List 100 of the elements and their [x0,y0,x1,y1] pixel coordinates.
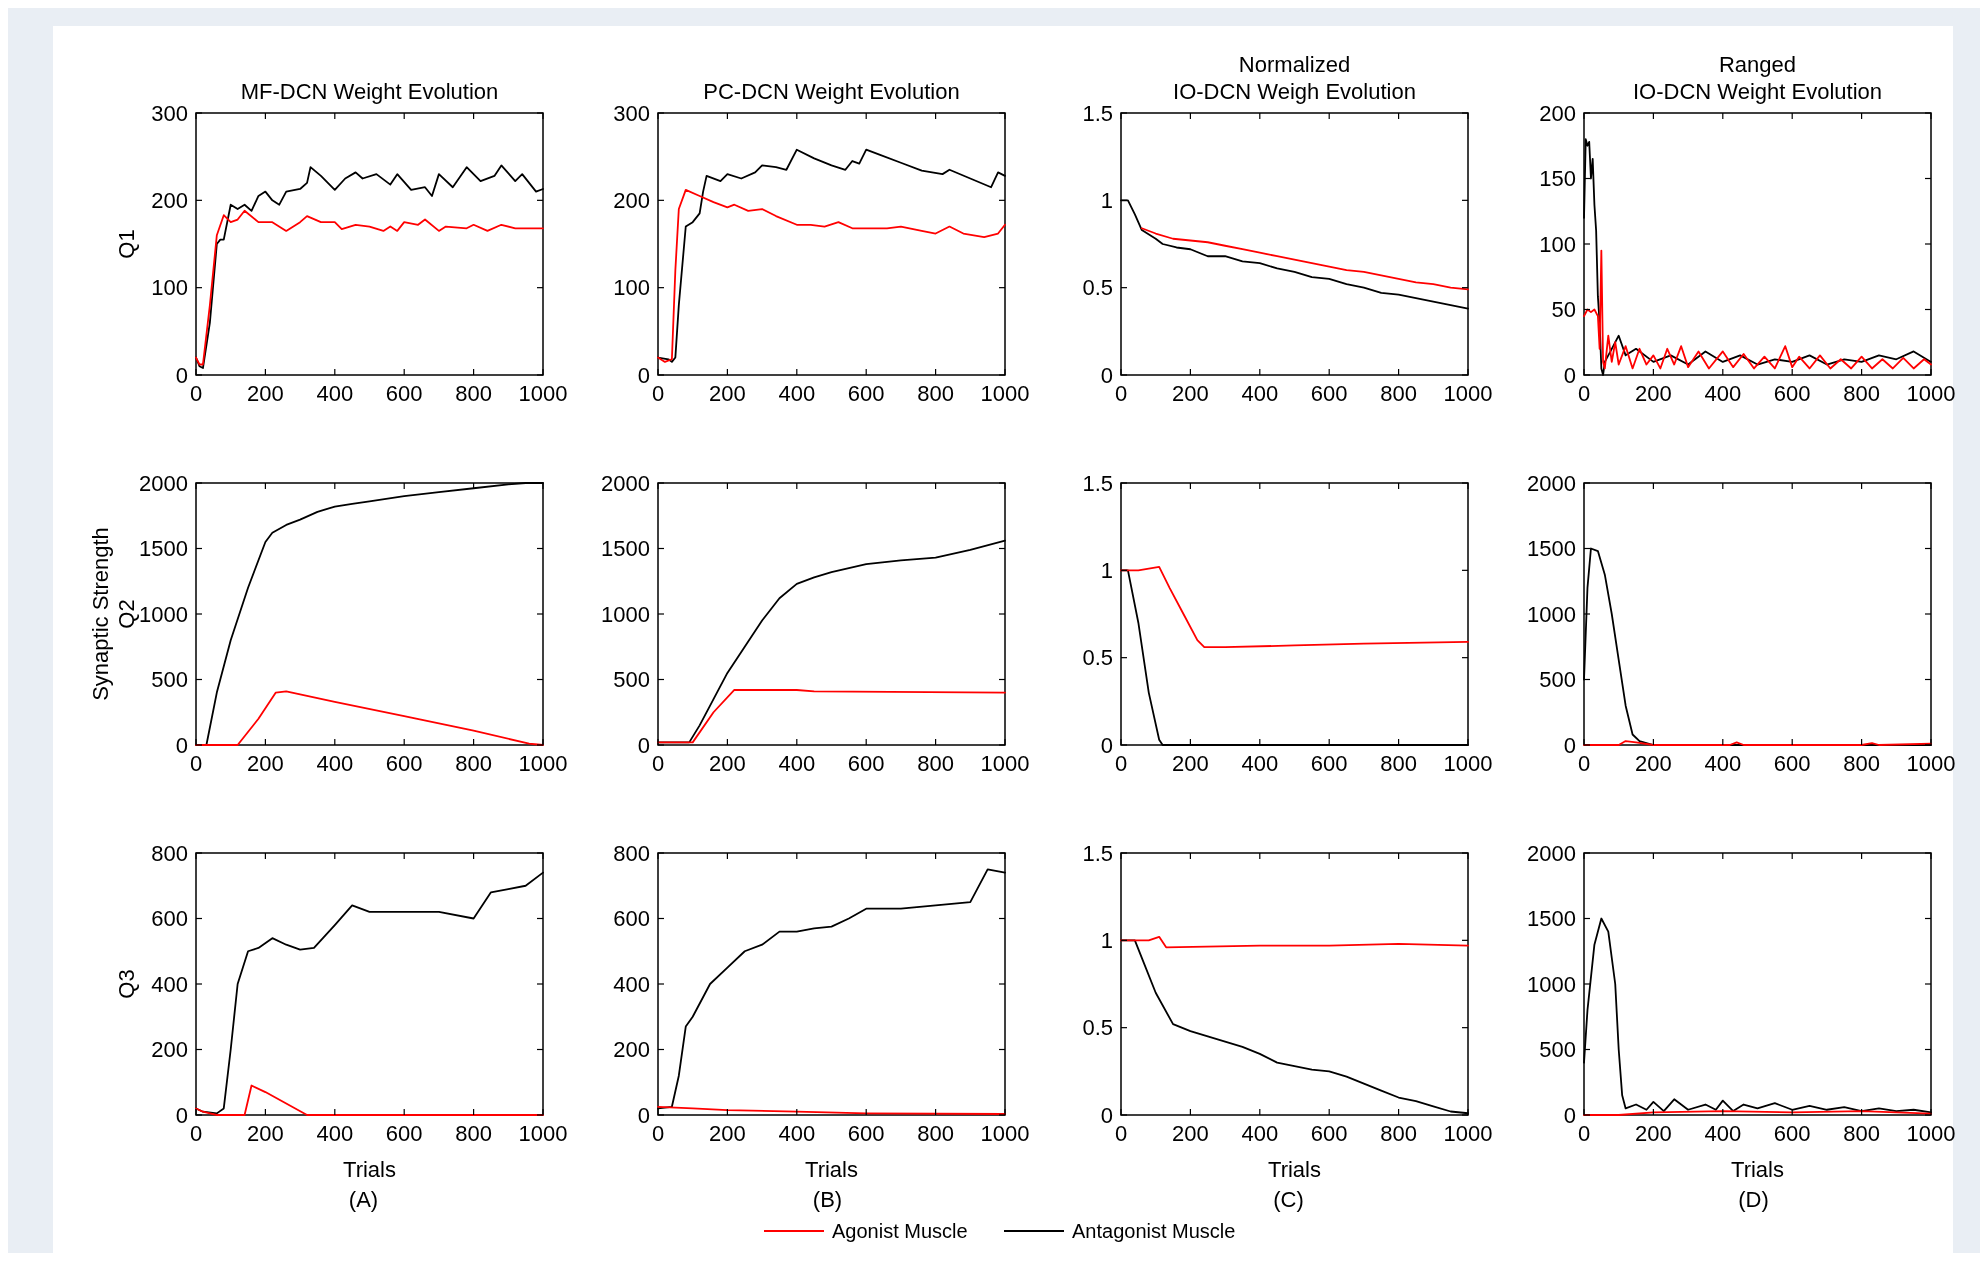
x-tick-label: 200 [1172,1121,1209,1146]
line-series [657,188,1006,363]
y-tick-label: 0 [1563,362,1576,388]
x-tick-label: 400 [316,381,354,406]
x-tick-label: 600 [1773,381,1811,406]
x-tick-label: 600 [1773,1121,1811,1146]
y-tick-label: 0 [1100,732,1113,758]
x-tick-label: 1000 [1443,381,1493,406]
x-tick-label: 1000 [1443,751,1493,776]
x-tick-label: 200 [709,381,746,406]
y-tick-label: 500 [613,667,650,693]
x-tick-label: 400 [1704,1121,1742,1146]
y-tick-label: 0 [175,362,188,388]
y-tick-label: 200 [151,1037,188,1063]
text: (A) [348,1187,379,1212]
x-tick-label: 800 [1380,1121,1417,1146]
y-tick-label: 1.5 [1082,840,1113,866]
x-tick-label: 1000 [980,381,1030,406]
x-tick-label: 200 [709,751,746,776]
line-series [1583,249,1932,370]
y-tick-label: 600 [613,906,650,932]
x-tick-label: 1000 [518,1121,568,1146]
x-tick-label: 200 [247,381,284,406]
y-tick-label: 1000 [139,601,188,627]
y-tick-label: 300 [613,100,650,126]
x-tick-label: 200 [1172,381,1209,406]
line-series [195,1084,544,1116]
y-tick-label: 2000 [139,470,188,496]
x-tick-label: 600 [1310,751,1348,776]
x-tick-label: 1000 [1906,381,1956,406]
x-tick-label: 200 [1172,751,1209,776]
y-tick-label: 1.5 [1082,100,1113,126]
x-tick-label: 1000 [518,751,568,776]
y-tick-label: 600 [151,906,188,932]
x-tick-label: 200 [1635,1121,1672,1146]
x-tick-label: 600 [1310,1121,1348,1146]
x-tick-label: 1000 [1906,1121,1956,1146]
x-tick-label: 1000 [980,1121,1030,1146]
x-tick-label: 400 [1704,751,1742,776]
text: (D) [1738,1187,1769,1212]
x-tick-label: 400 [778,1121,816,1146]
line-series [657,689,1006,744]
y-tick-label: 1 [1100,928,1113,954]
line-series [1140,227,1469,291]
x-tick-label: 600 [385,381,423,406]
x-tick-label: 1000 [1443,1121,1493,1146]
x-tick-label: 800 [1380,381,1417,406]
y-tick-label: 1.5 [1082,470,1113,496]
y-tick-label: 1500 [139,536,188,562]
x-tick-label: 1000 [980,751,1030,776]
x-tick-label: 600 [1773,751,1811,776]
x-tick-label: 800 [455,381,492,406]
y-tick-label: 1000 [601,601,650,627]
x-tick-label: 200 [1635,751,1672,776]
y-tick-label: 0 [175,1102,188,1128]
y-axis-title: Q1 [114,229,139,259]
x-tick-label: 400 [778,381,816,406]
x-tick-label: 800 [917,381,954,406]
line-series [195,209,544,366]
line-series [1120,935,1469,949]
chart-title: PC-DCN Weight Evolution [703,79,960,104]
y-tick-label: 500 [1539,1037,1576,1063]
chart-title: Normalized IO-DCN Weigh Evolution [1173,52,1416,104]
y-tick-label: 100 [613,275,650,301]
y-tick-label: 0 [1563,732,1576,758]
x-tick-label: 800 [917,1121,954,1146]
y-tick-label: 1500 [1527,906,1576,932]
x-tick-label: 600 [385,1121,423,1146]
x-tick-label: 800 [917,751,954,776]
y-tick-label: 0 [1100,362,1113,388]
x-tick-label: 800 [1843,751,1880,776]
y-tick-label: 0.5 [1082,645,1113,671]
y-tick-label: 0 [1100,1102,1113,1128]
x-tick-label: 800 [1843,1121,1880,1146]
x-tick-label: 1000 [1906,751,1956,776]
y-tick-label: 1500 [1527,536,1576,562]
y-tick-label: 1000 [1527,601,1576,627]
x-tick-label: 400 [778,751,816,776]
y-tick-label: 200 [613,188,650,214]
x-tick-label: 600 [385,751,423,776]
x-tick-label: 800 [1380,751,1417,776]
x-tick-label: 600 [847,1121,885,1146]
x-axis-title: Trials [805,1157,858,1182]
line-series [657,1105,1006,1115]
y-tick-label: 2000 [601,470,650,496]
x-tick-label: 400 [316,751,354,776]
y-tick-label: 1 [1100,558,1113,584]
x-tick-label: 800 [455,751,492,776]
line-series [195,690,544,746]
y-tick-label: 2000 [1527,470,1576,496]
y-tick-label: 1500 [601,536,650,562]
x-tick-label: 200 [1635,381,1672,406]
y-tick-label: 100 [151,275,188,301]
x-tick-label: 400 [1241,381,1279,406]
x-tick-label: 600 [1310,381,1348,406]
text: (B) [812,1187,843,1212]
y-tick-label: 500 [151,667,188,693]
y-tick-label: 0 [637,362,650,388]
y-tick-label: 500 [1539,667,1576,693]
x-tick-label: 200 [247,1121,284,1146]
